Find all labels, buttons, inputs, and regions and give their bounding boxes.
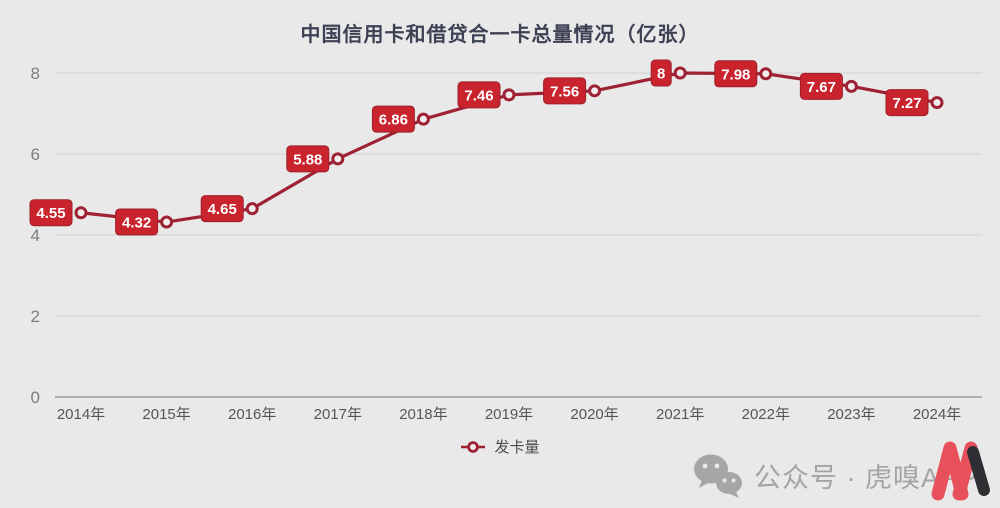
x-axis-tick-label: 2015年 bbox=[142, 406, 190, 423]
huxiu-logo-icon bbox=[931, 441, 990, 501]
data-point-label: 7.56 bbox=[550, 83, 579, 100]
x-axis-tick-label: 2018年 bbox=[399, 406, 447, 423]
data-point-marker bbox=[416, 112, 430, 126]
data-point-label-badge bbox=[29, 199, 73, 227]
data-point-label: 6.86 bbox=[379, 112, 408, 129]
data-point-label: 7.67 bbox=[807, 79, 836, 96]
x-axis-tick-label: 2014年 bbox=[57, 406, 105, 423]
watermark: 公众号 · 虎嗅APP bbox=[692, 441, 998, 506]
y-axis-tick-label: 0 bbox=[31, 388, 40, 407]
data-point-label-badge bbox=[200, 195, 244, 223]
x-axis-tick-label: 2024年 bbox=[913, 406, 961, 423]
data-point-label-badge bbox=[543, 77, 587, 105]
x-axis-tick-label: 2020年 bbox=[570, 406, 618, 423]
x-axis-tick-label: 2016年 bbox=[228, 406, 276, 423]
data-point-marker bbox=[160, 215, 174, 229]
y-axis-tick-label: 4 bbox=[31, 226, 40, 245]
data-point-label-badge bbox=[371, 105, 415, 133]
legend-label: 发卡量 bbox=[494, 439, 540, 456]
y-axis-tick-label: 2 bbox=[31, 307, 40, 326]
data-point-marker bbox=[930, 96, 944, 110]
legend[interactable]: 发卡量 bbox=[0, 436, 1000, 457]
data-point-label: 7.46 bbox=[464, 87, 493, 104]
data-point-label-badge bbox=[650, 59, 672, 87]
data-point-label-badge bbox=[799, 72, 843, 100]
data-point-label: 4.55 bbox=[36, 205, 65, 222]
data-point-marker bbox=[502, 88, 516, 102]
x-axis-tick-label: 2023年 bbox=[827, 406, 875, 423]
data-point-label: 8 bbox=[657, 66, 665, 83]
data-point-label-badge bbox=[286, 145, 330, 173]
y-axis-tick-label: 6 bbox=[31, 145, 40, 164]
y-axis-tick-label: 8 bbox=[31, 64, 40, 83]
data-point-label: 4.32 bbox=[122, 215, 151, 232]
data-point-label: 7.98 bbox=[721, 66, 750, 83]
data-point-marker bbox=[673, 66, 687, 80]
data-point-label: 4.65 bbox=[208, 201, 237, 218]
legend-marker-icon bbox=[461, 440, 486, 453]
data-point-label: 7.27 bbox=[892, 95, 921, 112]
x-axis-tick-label: 2019年 bbox=[485, 406, 533, 423]
wechat-icon bbox=[694, 454, 742, 498]
data-point-marker bbox=[245, 202, 259, 216]
data-point-marker bbox=[759, 67, 773, 81]
data-point-label: 5.88 bbox=[293, 151, 322, 168]
data-point-marker bbox=[74, 206, 88, 220]
x-axis-tick-label: 2021年 bbox=[656, 406, 704, 423]
data-point-marker bbox=[588, 84, 602, 98]
data-point-marker bbox=[331, 152, 345, 166]
data-point-marker bbox=[844, 79, 858, 93]
chart-title: 中国信用卡和借贷合一卡总量情况（亿张） bbox=[300, 24, 700, 46]
x-axis-tick-label: 2017年 bbox=[314, 406, 362, 423]
data-point-label-badge bbox=[714, 60, 758, 88]
data-point-label-badge bbox=[115, 208, 159, 236]
data-point-label-badge bbox=[457, 81, 501, 109]
data-point-label-badge bbox=[885, 89, 929, 117]
x-axis-tick-label: 2022年 bbox=[742, 406, 790, 423]
